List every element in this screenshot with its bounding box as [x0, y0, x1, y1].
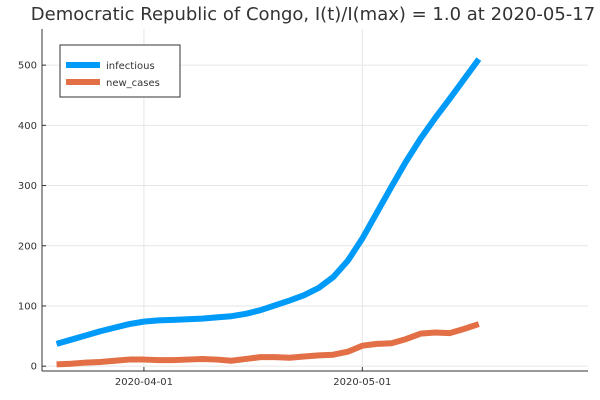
series-line-new-cases — [56, 321, 480, 368]
chart-title: Democratic Republic of Congo, I(t)/I(max… — [31, 4, 595, 25]
legend: infectious new_cases — [59, 44, 181, 98]
series — [55, 57, 482, 368]
x-tick-label: 2020-05-01 — [333, 377, 391, 388]
y-tick-label: 0 — [31, 362, 37, 373]
x-tick-labels: 2020-04-01 2020-05-01 — [115, 377, 392, 388]
legend-label-infectious: infectious — [106, 61, 155, 72]
legend-box — [59, 44, 181, 98]
axes — [41, 29, 588, 372]
y-tick-labels: 0 100 200 300 400 500 — [18, 61, 37, 373]
y-tick-label: 200 — [18, 241, 37, 252]
y-tick-label: 500 — [18, 61, 37, 72]
y-tick-label: 300 — [18, 181, 37, 192]
series-line-infectious — [55, 57, 482, 347]
y-tick-label: 400 — [18, 121, 37, 132]
x-tick-label: 2020-04-01 — [115, 377, 173, 388]
legend-label-new-cases: new_cases — [106, 78, 160, 89]
y-tick-label: 100 — [18, 301, 37, 312]
